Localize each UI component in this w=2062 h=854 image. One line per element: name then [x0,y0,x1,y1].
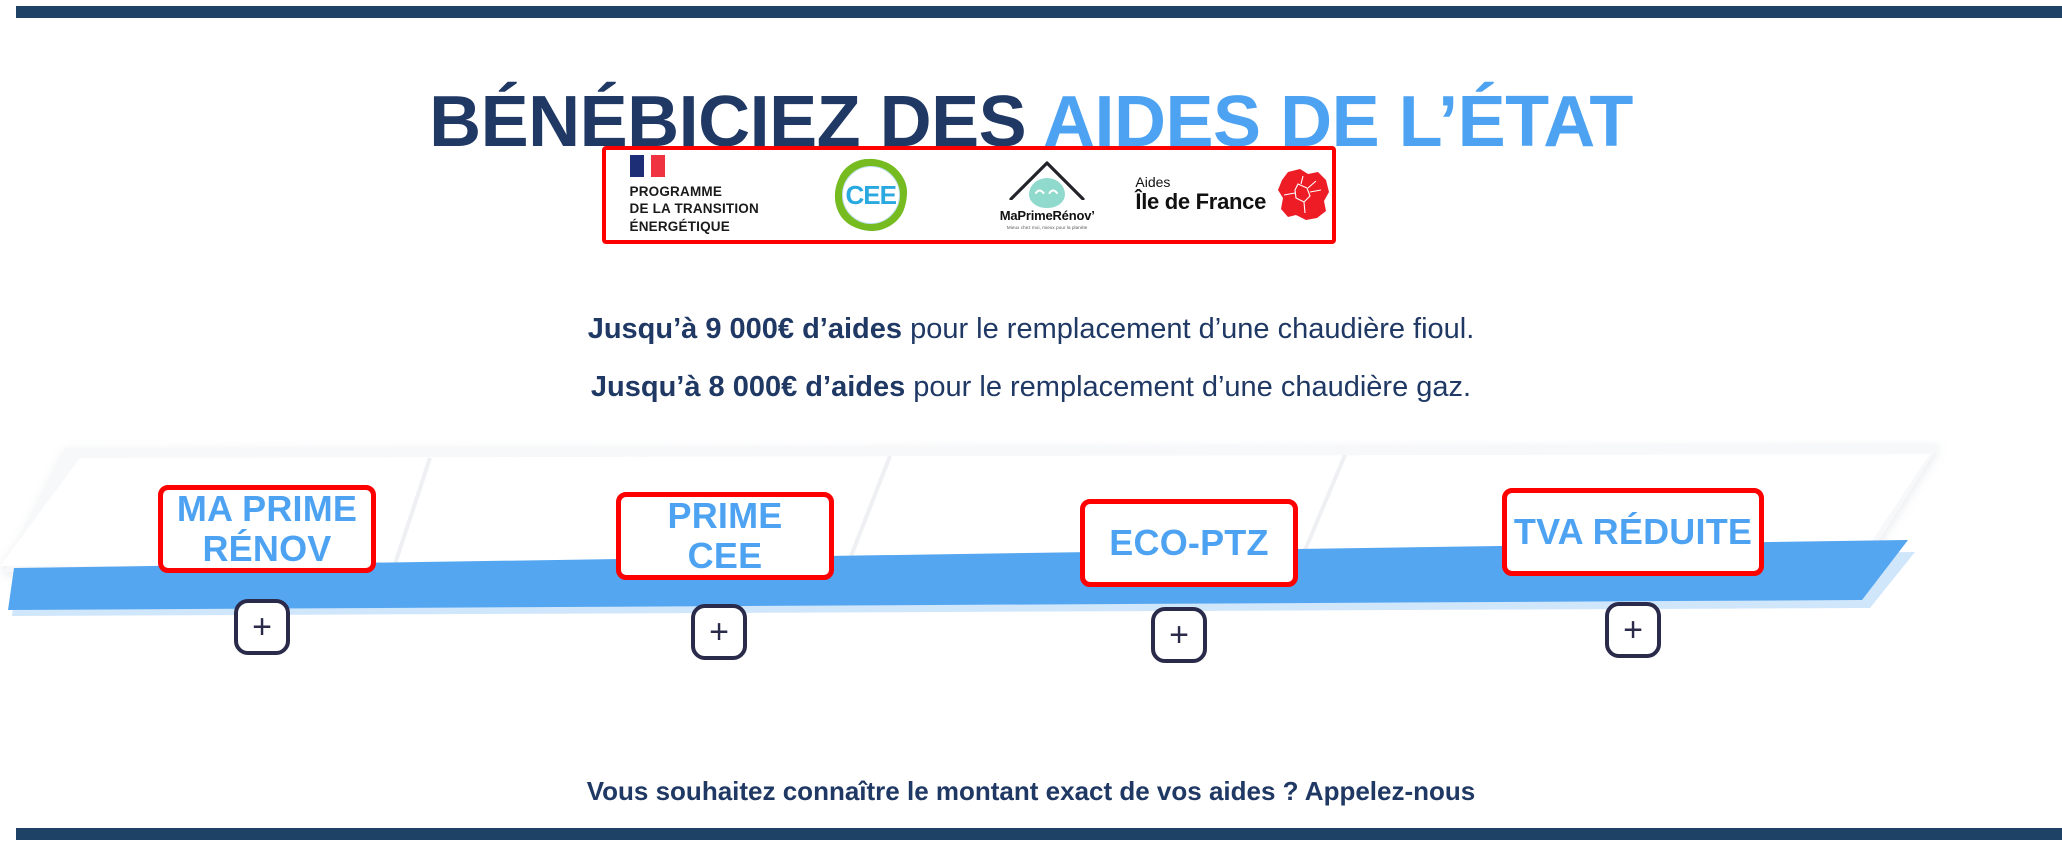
aide-card-line1-3: TVA RÉDUITE [1513,510,1753,552]
aide-amount-rest-fioul: pour le remplacement d’une chaudière fio… [902,313,1475,345]
aide-amount-line-gaz: Jusqu’à 8 000€ d’aides pour le remplacem… [0,371,2062,404]
plus-icon: + [252,608,272,646]
programme-line-2: DE LA TRANSITION [629,201,759,217]
panel-dividers [393,454,1347,565]
expand-toggle-prime-cee[interactable]: + [691,604,747,660]
page-title: BÉNÉBICIEZ DES AIDES DE L’ÉTAT [0,83,2062,162]
maprimerenov-tagline: Mieux chez moi, mieux pour la planète [1006,225,1088,230]
aide-amount-bold-fioul: Jusqu’à 9 000€ d’aides [587,313,903,345]
logo-aides-ile-de-france: Aides Île de France [1135,150,1332,240]
ile-de-france-map-icon [1278,169,1330,220]
maprimerenov-label: MaPrimeRénov’ [999,208,1095,223]
top-accent-bar [16,6,2062,18]
expand-toggle-eco-ptz[interactable]: + [1151,607,1207,663]
aide-card-line1-0: MA PRIME [176,487,358,529]
aide-card-prime-cee[interactable]: PRIME CEE [616,492,834,580]
aides-panel [0,440,2062,660]
aide-amount-bold-gaz: Jusqu’à 8 000€ d’aides [590,371,906,403]
aide-card-ma-prime-renov[interactable]: MA PRIME RÉNOV [158,485,376,573]
partner-logo-band: PROGRAMME DE LA TRANSITION ÉNERGÉTIQUE C… [602,146,1336,244]
contact-cta-text: Vous souhaitez connaître le montant exac… [586,776,1476,806]
plus-icon: + [1169,616,1189,654]
aide-amount-rest-gaz: pour le remplacement d’une chaudière gaz… [905,371,1472,403]
bottom-accent-bar [16,828,2062,840]
logo-programme-transition-energetique: PROGRAMME DE LA TRANSITION ÉNERGÉTIQUE [606,150,782,240]
panel-surface [0,444,1940,572]
aides-progress-bar [8,540,1915,616]
logo-cee: CEE [782,150,958,240]
maprimerenov-house-icon [1008,160,1086,208]
expand-toggle-tva-reduite[interactable]: + [1605,602,1661,658]
logo-maprimerenov: MaPrimeRénov’ Mieux chez moi, mieux pour… [959,150,1135,240]
idf-big-label: Île de France [1135,189,1267,215]
aide-card-line2-1: CEE [687,535,763,576]
french-flag-icon [629,155,674,178]
programme-line-3: ÉNERGÉTIQUE [629,218,730,234]
aide-amount-line-fioul: Jusqu’à 9 000€ d’aides pour le remplacem… [0,313,2062,346]
aide-card-line1-2: ECO-PTZ [1109,521,1269,563]
aide-card-tva-reduite[interactable]: TVA RÉDUITE [1502,488,1764,576]
cee-label: CEE [845,179,896,210]
programme-line-1: PROGRAMME [629,184,723,200]
plus-icon: + [1623,611,1643,649]
aide-card-eco-ptz[interactable]: ECO-PTZ [1080,499,1298,587]
aide-card-line2-0: RÉNOV [202,528,332,569]
idf-small-label: Aides [1135,174,1171,191]
plus-icon: + [709,613,729,651]
aide-card-line1-1: PRIME [667,494,783,536]
expand-toggle-ma-prime-renov[interactable]: + [234,599,290,655]
